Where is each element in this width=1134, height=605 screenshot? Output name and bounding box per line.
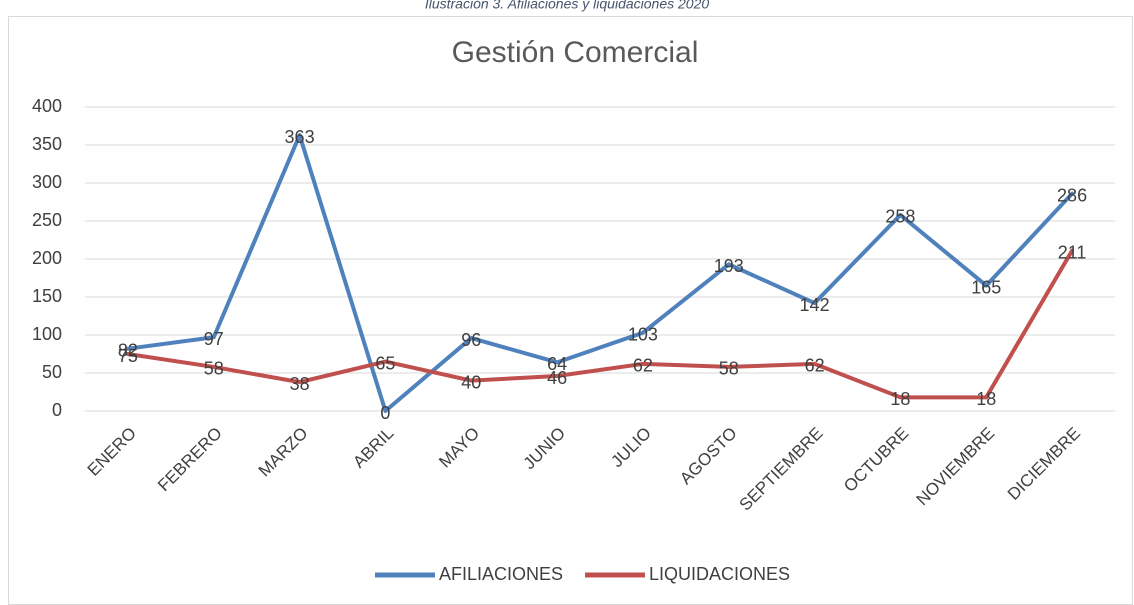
data-label: 96 [461,330,481,350]
data-label: 40 [461,372,481,392]
data-label: 38 [290,374,310,394]
data-label: 58 [719,359,739,379]
legend-label: LIQUIDACIONES [649,564,790,584]
series-line [125,133,1075,413]
y-tick-label: 100 [32,324,62,344]
data-label: 103 [628,324,658,344]
legend-label: AFILIACIONES [439,564,563,584]
y-tick-label: 150 [32,286,62,306]
caption: Ilustración 3. Afiliaciones y liquidacio… [425,0,710,12]
y-tick-label: 350 [32,134,62,154]
chart-title: Gestión Comercial [452,36,699,69]
data-label: 193 [714,256,744,276]
data-label: 165 [971,277,1001,297]
y-tick-label: 200 [32,248,62,268]
data-label: 211 [1058,242,1087,262]
data-label: 142 [800,295,830,315]
y-tick-label: 300 [32,172,62,192]
chart-frame [8,16,1133,605]
data-label: 258 [885,207,915,227]
data-label: 286 [1057,185,1087,205]
data-label: 363 [285,127,315,147]
data-label: 62 [633,356,653,376]
data-label: 64 [547,354,567,374]
data-label: 58 [204,359,224,379]
data-label: 82 [118,340,138,360]
data-label: 65 [375,353,395,373]
series-line [125,248,1075,400]
y-tick-label: 0 [52,400,62,420]
data-label: 97 [204,329,224,349]
y-tick-label: 400 [32,96,62,116]
data-label: 75 [118,346,138,366]
data-label: 62 [805,356,825,376]
data-label: 0 [380,403,390,423]
y-tick-label: 50 [42,362,62,382]
data-label: 18 [890,389,910,409]
y-tick-label: 250 [32,210,62,230]
data-label: 18 [976,389,996,409]
data-label: 46 [547,368,567,388]
